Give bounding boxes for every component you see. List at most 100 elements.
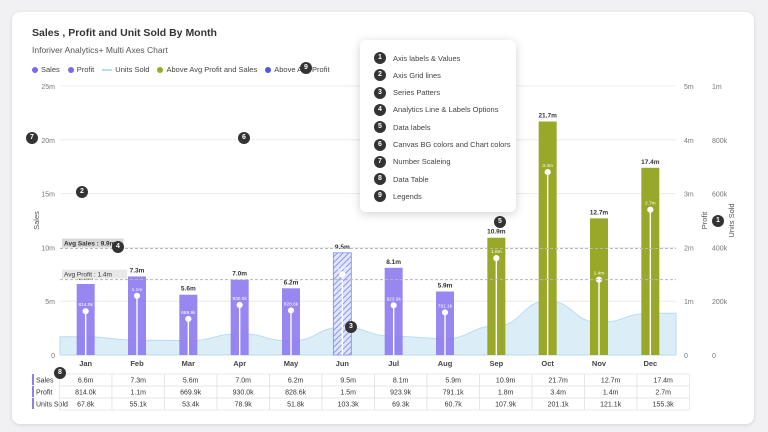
badge-axis-grid: 2 <box>76 186 88 198</box>
profit-point <box>236 301 243 309</box>
profit-data-label: 1.8m <box>491 249 502 255</box>
table-cell-value: 12.7m <box>601 378 621 385</box>
avg-line-label-bg <box>62 269 128 279</box>
x-axis-tick: Nov <box>592 359 607 368</box>
table-cell-value: 103.3k <box>338 402 360 409</box>
left-axis-tick: 15m <box>41 192 55 199</box>
table-cell-value: 669.9k <box>180 390 202 397</box>
feature-item: 5 Data labels <box>374 121 431 134</box>
right-axis-title: Profit <box>700 211 709 229</box>
profit-data-label: 1.4m <box>594 271 605 277</box>
right-axis-tick: 2m <box>684 245 694 252</box>
x-axis-tick: Dec <box>643 359 657 368</box>
legend-label: Profit <box>76 65 95 74</box>
units-sold-area <box>59 300 677 356</box>
table-cell-value: 1.5m <box>340 390 356 397</box>
profit-point <box>441 309 449 316</box>
x-axis-tick: Feb <box>130 359 144 368</box>
feature-label: Canvas BG colors and Chart colors <box>393 140 511 149</box>
table-cell-value: 791.1k <box>443 390 465 397</box>
legend-item-profit[interactable]: Profit <box>67 65 95 74</box>
feature-label: Data Table <box>393 174 429 184</box>
feature-number-badge: 7 <box>374 155 386 168</box>
badge-series-pattern: 3 <box>345 321 357 333</box>
table-cell-value: 5.6m <box>183 378 199 385</box>
sales-data-label: 10.9m <box>487 229 506 236</box>
avg-line-label: Avg Profit : 1.4m <box>64 272 112 279</box>
feature-item: 1 Axis labels & Values <box>374 52 460 64</box>
profit-point <box>390 302 397 309</box>
right-axis-tick: 5m <box>684 84 694 91</box>
profit-point <box>544 168 551 176</box>
table-cell-value: 55.1k <box>130 402 148 409</box>
feature-label: Analytics Line & Labels Options <box>393 105 499 115</box>
feature-label: Axis labels & Values <box>393 53 461 63</box>
chart-card: Sales , Profit and Unit Sold By Month In… <box>12 12 754 424</box>
table-cell-value: 2.7m <box>655 390 671 397</box>
x-axis-tick: Jun <box>336 359 350 368</box>
table-cell-value: 60.7k <box>445 402 463 409</box>
x-axis-tick: Sep <box>489 359 503 368</box>
table-cell-value: 6.6m <box>78 378 94 385</box>
table-cell-value: 814.0k <box>75 390 97 397</box>
sales-data-label: 17.4m <box>641 159 660 166</box>
legend-label: Above Avg Profit and Sales <box>166 65 258 74</box>
profit-point <box>185 315 192 323</box>
table-cell-value: 10.9m <box>496 378 516 385</box>
profit-point <box>133 292 141 299</box>
badge-legends: 9 <box>300 62 312 74</box>
feature-label: Data labels <box>393 122 431 132</box>
profit-data-label: 2.7m <box>645 201 656 207</box>
sales-data-label: 7.0m <box>232 271 247 278</box>
table-row-header: Units Sold <box>36 402 68 409</box>
table-cell-value: 930.0k <box>233 390 255 397</box>
feature-label: Legends <box>393 191 422 201</box>
feature-label: Series Patters <box>393 88 441 98</box>
feature-number-badge: 5 <box>374 121 386 134</box>
badge-canvas-colors: 6 <box>238 132 250 144</box>
profit-data-label: 3.4m <box>542 163 553 169</box>
sales-data-label: 8.1m <box>386 259 401 266</box>
table-cell-value: 17.4m <box>653 378 673 385</box>
right-axis-tick: 0 <box>684 353 688 360</box>
x-axis-tick: Jul <box>388 359 399 368</box>
profit-data-label: 828.6k <box>284 301 299 307</box>
right2-axis-tick: 600k <box>712 192 728 199</box>
profit-data-label: 669.9k <box>181 310 196 316</box>
table-cell-value: 7.3m <box>130 378 146 385</box>
table-row-marker <box>32 386 34 397</box>
left-axis-tick: 25m <box>41 84 55 91</box>
table-cell-value: 121.1k <box>600 402 622 409</box>
table-cell-value: 155.3k <box>653 402 675 409</box>
badge-analytics-line: 4 <box>112 241 124 253</box>
feature-number-badge: 4 <box>374 103 386 116</box>
legend-marker <box>157 66 164 73</box>
legend-marker <box>32 66 38 73</box>
badge-number-scaling: 7 <box>26 132 38 144</box>
legend-item-above-avg-profit-and-sales[interactable]: Above Avg Profit and Sales <box>157 65 257 74</box>
profit-point <box>339 271 346 278</box>
profit-data-label: 1.5m <box>337 265 348 271</box>
legend-item-sales[interactable]: Sales <box>32 65 60 74</box>
table-cell-value: 78.9k <box>235 402 253 409</box>
x-axis-tick: May <box>284 359 299 368</box>
feature-label: Number Scaleing <box>393 157 451 167</box>
table-cell-value: 201.1k <box>548 402 570 409</box>
profit-data-label: 791.1k <box>438 303 453 309</box>
x-axis-tick: Apr <box>233 359 246 368</box>
feature-item: 7 Number Scaleing <box>374 155 451 168</box>
badge-axis-labels: 1 <box>712 215 724 227</box>
table-cell-value: 67.8k <box>77 402 95 409</box>
sales-data-label: 9.5m <box>335 244 350 251</box>
right2-axis-tick: 400k <box>712 245 728 252</box>
table-cell-value: 6.2m <box>288 378 304 385</box>
feature-number-badge: 1 <box>374 52 386 64</box>
feature-item: 4 Analytics Line & Labels Options <box>374 103 499 116</box>
sales-data-label: 5.6m <box>181 286 196 293</box>
legend-item-units-sold[interactable]: Units Sold <box>102 65 149 74</box>
sales-data-label: 12.7m <box>590 209 609 216</box>
table-row-header: Sales <box>36 378 54 385</box>
feature-item: 9 Legends <box>374 190 422 203</box>
feature-number-badge: 2 <box>374 69 386 82</box>
x-axis-tick: Aug <box>438 359 453 368</box>
